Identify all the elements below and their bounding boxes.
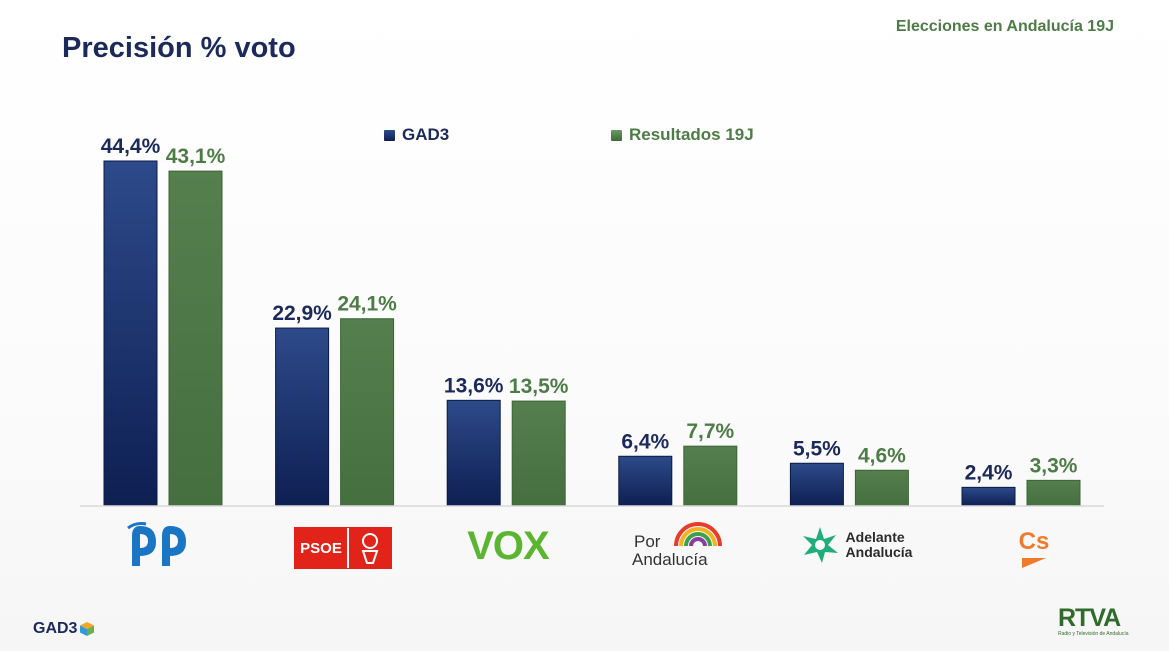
rtva-footer-subtitle: Radio y Televisión de Andalucía bbox=[1058, 631, 1129, 637]
bar-gad3-4 bbox=[789, 462, 844, 507]
bar-label-resultados-3: 7,7% bbox=[686, 420, 734, 443]
cs-logo-text: Cs bbox=[1018, 528, 1050, 555]
rtva-footer-logo: RTVA Radio y Televisión de Andalucía bbox=[1058, 606, 1142, 640]
por-andalucia-line2: Andalucía bbox=[632, 550, 708, 569]
rtva-footer-text: RTVA bbox=[1058, 604, 1121, 632]
gad3-footer-text: GAD3 bbox=[33, 620, 78, 637]
bar-label-gad3-0: 44,4% bbox=[101, 135, 161, 158]
bar-label-gad3-3: 6,4% bbox=[621, 430, 669, 453]
bar-resultados-2 bbox=[511, 400, 566, 507]
bar-label-gad3-4: 5,5% bbox=[793, 437, 841, 460]
gad3-cube-icon bbox=[80, 622, 95, 636]
legend-resultados: Resultados 19J bbox=[611, 125, 754, 145]
page-title: Precisión % voto bbox=[62, 32, 296, 64]
adelante-line1: Adelante bbox=[845, 529, 905, 545]
bar-label-gad3-1: 22,9% bbox=[272, 302, 332, 325]
bar-gad3-5 bbox=[961, 486, 1016, 507]
election-tag: Elecciones en Andalucía 19J bbox=[895, 18, 1114, 35]
vox-logo: VOX bbox=[458, 522, 558, 570]
adelante-line2: Andalucía bbox=[845, 544, 913, 560]
vox-logo-text: VOX bbox=[467, 523, 549, 568]
bar-resultados-0 bbox=[168, 170, 223, 507]
bar-label-resultados-4: 4,6% bbox=[858, 444, 906, 467]
bar-gad3-1 bbox=[275, 327, 330, 507]
cs-ribbon-icon bbox=[1022, 558, 1046, 568]
cs-logo: Cs bbox=[1010, 526, 1058, 572]
bar-label-resultados-2: 13,5% bbox=[509, 375, 569, 398]
bar-label-resultados-1: 24,1% bbox=[337, 293, 397, 316]
bar-gad3-2 bbox=[446, 399, 501, 507]
psoe-logo: PSOE bbox=[294, 526, 392, 570]
chart-legend: GAD3 Resultados 19J bbox=[0, 125, 1169, 149]
adelante-star-icon bbox=[802, 527, 838, 563]
bar-resultados-1 bbox=[340, 318, 395, 507]
bar-gad3-3 bbox=[618, 455, 673, 507]
pp-logo-icon bbox=[127, 522, 186, 566]
bar-resultados-3 bbox=[683, 445, 738, 507]
bar-resultados-4 bbox=[854, 469, 909, 507]
legend-resultados-swatch bbox=[611, 129, 622, 141]
legend-gad3: GAD3 bbox=[384, 125, 449, 145]
bar-gad3-0 bbox=[103, 160, 158, 507]
rainbow-arcs-icon bbox=[674, 522, 722, 547]
bar-label-gad3-5: 2,4% bbox=[965, 461, 1013, 484]
bar-label-resultados-5: 3,3% bbox=[1030, 454, 1078, 477]
bar-label-gad3-2: 13,6% bbox=[444, 374, 504, 397]
legend-gad3-label: GAD3 bbox=[402, 125, 450, 144]
pp-logo bbox=[122, 517, 202, 573]
por-andalucia-logo: Por Andalucía bbox=[630, 518, 730, 570]
gad3-footer-logo: GAD3 bbox=[33, 620, 95, 638]
legend-resultados-label: Resultados 19J bbox=[629, 125, 754, 144]
bar-resultados-5 bbox=[1026, 479, 1081, 507]
psoe-rose-icon bbox=[348, 528, 391, 568]
bar-label-resultados-0: 43,1% bbox=[166, 145, 226, 168]
por-andalucia-line1: Por bbox=[634, 532, 661, 551]
legend-gad3-swatch bbox=[384, 129, 395, 141]
adelante-andalucia-logo: Adelante Andalucía bbox=[786, 520, 926, 570]
psoe-logo-text: PSOE bbox=[295, 528, 347, 568]
